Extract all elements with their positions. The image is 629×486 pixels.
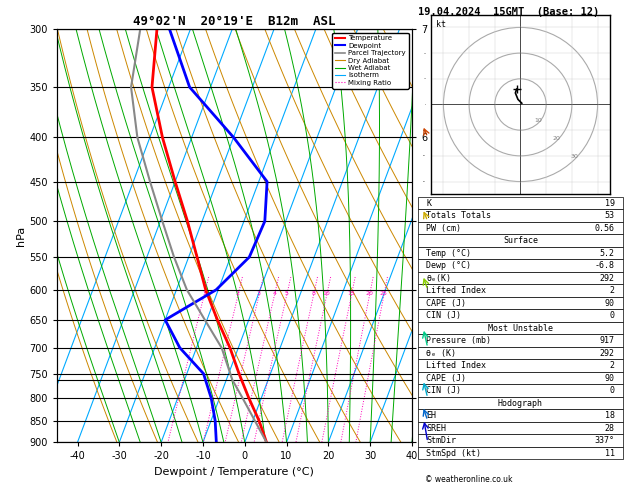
Bar — [418, 260, 623, 272]
Text: StmDir: StmDir — [426, 436, 457, 445]
Text: 292: 292 — [599, 274, 615, 282]
Text: 4: 4 — [272, 291, 276, 296]
Text: Mixing Ratio (g/kg): Mixing Ratio (g/kg) — [461, 196, 470, 276]
Text: 19.04.2024  15GMT  (Base: 12): 19.04.2024 15GMT (Base: 12) — [418, 7, 599, 17]
Text: 0.56: 0.56 — [594, 224, 615, 233]
Text: 25: 25 — [380, 291, 387, 296]
Text: kt: kt — [436, 20, 446, 29]
Text: Hodograph: Hodograph — [498, 399, 543, 408]
Text: Pressure (mb): Pressure (mb) — [426, 336, 491, 345]
Bar — [418, 222, 623, 234]
Text: Totals Totals: Totals Totals — [426, 211, 491, 220]
Legend: Temperature, Dewpoint, Parcel Trajectory, Dry Adiabat, Wet Adiabat, Isotherm, Mi: Temperature, Dewpoint, Parcel Trajectory… — [332, 33, 408, 88]
Text: Temp (°C): Temp (°C) — [426, 248, 472, 258]
Bar — [418, 359, 623, 372]
Text: Dewp (°C): Dewp (°C) — [426, 261, 472, 270]
Text: 18: 18 — [604, 411, 615, 420]
Text: CAPE (J): CAPE (J) — [426, 374, 467, 382]
Text: 3: 3 — [257, 291, 261, 296]
Text: Surface: Surface — [503, 236, 538, 245]
Bar — [418, 284, 623, 297]
Text: 30: 30 — [571, 155, 579, 159]
Text: 2: 2 — [610, 361, 615, 370]
Bar — [418, 372, 623, 384]
Text: 19: 19 — [604, 199, 615, 208]
Text: -6.8: -6.8 — [594, 261, 615, 270]
Text: 5.2: 5.2 — [599, 248, 615, 258]
Text: Most Unstable: Most Unstable — [488, 324, 553, 332]
Text: 337°: 337° — [594, 436, 615, 445]
Bar — [418, 197, 623, 209]
Text: 1: 1 — [202, 291, 206, 296]
Text: StmSpd (kt): StmSpd (kt) — [426, 449, 481, 457]
Bar — [418, 384, 623, 397]
Text: 8: 8 — [311, 291, 315, 296]
Bar — [418, 209, 623, 222]
Text: θₑ(K): θₑ(K) — [426, 274, 452, 282]
Bar — [418, 397, 623, 409]
Bar — [418, 234, 623, 247]
Text: 0: 0 — [610, 311, 615, 320]
Bar — [418, 309, 623, 322]
Title: 49°02'N  20°19'E  B12m  ASL: 49°02'N 20°19'E B12m ASL — [133, 15, 335, 28]
Bar — [418, 447, 623, 459]
Text: 20: 20 — [365, 291, 373, 296]
Text: 0: 0 — [610, 386, 615, 395]
Bar — [418, 272, 623, 284]
Text: EH: EH — [426, 411, 437, 420]
Text: K: K — [426, 199, 431, 208]
Text: 20: 20 — [552, 137, 560, 141]
Text: 11: 11 — [604, 449, 615, 457]
Text: 15: 15 — [347, 291, 355, 296]
X-axis label: Dewpoint / Temperature (°C): Dewpoint / Temperature (°C) — [154, 467, 314, 477]
Text: 292: 292 — [599, 348, 615, 358]
Text: 917: 917 — [599, 336, 615, 345]
Bar — [418, 347, 623, 359]
Text: CIN (J): CIN (J) — [426, 386, 462, 395]
Bar — [418, 434, 623, 447]
Text: 5: 5 — [284, 291, 289, 296]
Bar — [418, 247, 623, 260]
Text: SREH: SREH — [426, 423, 447, 433]
Text: LCL: LCL — [419, 376, 435, 384]
Text: 2: 2 — [236, 291, 240, 296]
Text: 53: 53 — [604, 211, 615, 220]
Text: Lifted Index: Lifted Index — [426, 286, 486, 295]
Text: CAPE (J): CAPE (J) — [426, 298, 467, 308]
Text: 90: 90 — [604, 298, 615, 308]
Bar — [418, 334, 623, 347]
Text: 10: 10 — [323, 291, 330, 296]
Text: CIN (J): CIN (J) — [426, 311, 462, 320]
Text: PW (cm): PW (cm) — [426, 224, 462, 233]
Bar — [418, 297, 623, 309]
Text: 28: 28 — [604, 423, 615, 433]
Text: 10: 10 — [535, 119, 542, 123]
Text: θₑ (K): θₑ (K) — [426, 348, 457, 358]
Bar — [418, 409, 623, 422]
Text: © weatheronline.co.uk: © weatheronline.co.uk — [425, 474, 512, 484]
Y-axis label: km
ASL: km ASL — [462, 226, 484, 245]
Bar — [418, 422, 623, 434]
Bar — [418, 322, 623, 334]
Text: 2: 2 — [610, 286, 615, 295]
Text: Lifted Index: Lifted Index — [426, 361, 486, 370]
Y-axis label: hPa: hPa — [16, 226, 26, 246]
Text: 90: 90 — [604, 374, 615, 382]
